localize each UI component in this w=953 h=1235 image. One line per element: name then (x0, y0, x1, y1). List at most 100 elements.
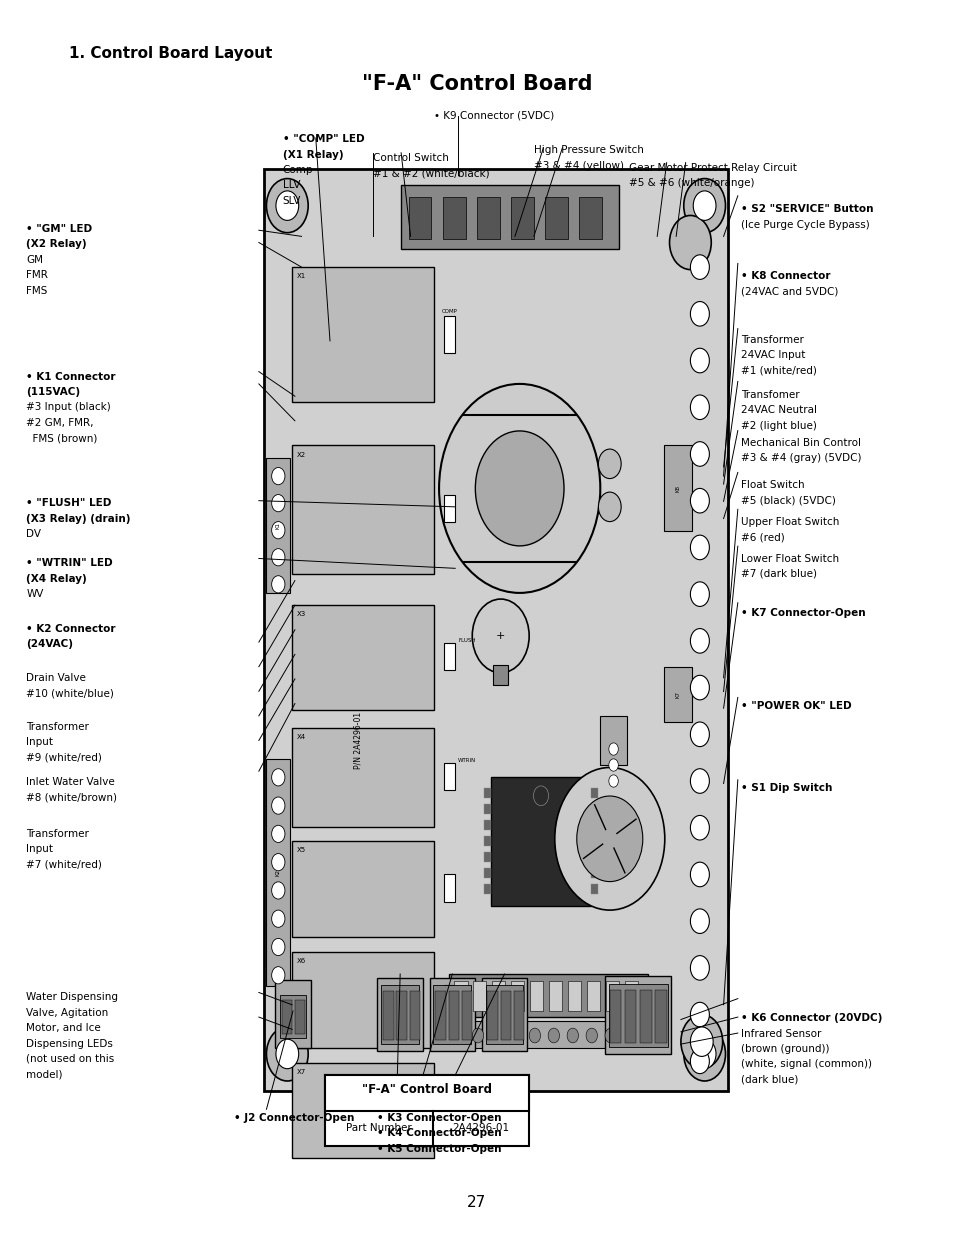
Bar (476, 198, 499, 238)
Bar (511, 198, 534, 238)
Text: #10 (white/blue): #10 (white/blue) (27, 688, 114, 698)
Text: Upper Float Switch: Upper Float Switch (740, 516, 838, 526)
Bar (530, 982, 543, 1011)
Text: • J2 Connector-Open: • J2 Connector-Open (233, 1113, 355, 1123)
Text: Transformer: Transformer (27, 722, 90, 732)
Text: Transformer: Transformer (27, 829, 90, 839)
Bar (274, 981, 311, 1047)
Circle shape (690, 1049, 709, 1073)
Circle shape (598, 450, 620, 479)
Bar (493, 666, 508, 685)
Bar (500, 992, 511, 1040)
Circle shape (548, 1028, 558, 1042)
Circle shape (272, 967, 285, 984)
Text: Control Switch: Control Switch (373, 153, 448, 163)
Circle shape (690, 722, 709, 747)
Circle shape (272, 825, 285, 842)
Bar (292, 952, 434, 1047)
Bar (624, 990, 636, 1042)
Bar (590, 836, 598, 846)
Text: • K7 Connector-Open: • K7 Connector-Open (740, 608, 864, 618)
Circle shape (690, 301, 709, 326)
Text: X3: X3 (296, 611, 306, 618)
Bar (443, 986, 455, 1013)
Bar (473, 982, 486, 1011)
Circle shape (272, 548, 285, 566)
Bar (639, 990, 651, 1042)
Text: 1. Control Board Layout: 1. Control Board Layout (70, 46, 273, 61)
Text: (24VAC): (24VAC) (27, 638, 73, 650)
Text: • K9 Connector (5VDC): • K9 Connector (5VDC) (434, 111, 554, 121)
Circle shape (690, 629, 709, 653)
Circle shape (690, 442, 709, 467)
Bar (567, 982, 580, 1011)
Text: X5: X5 (296, 847, 306, 853)
Bar (325, 1074, 529, 1146)
Circle shape (690, 815, 709, 840)
Bar (448, 974, 647, 1018)
Bar (481, 978, 527, 1051)
Bar (448, 992, 458, 1040)
Bar (483, 884, 491, 894)
Circle shape (472, 1028, 483, 1042)
Circle shape (585, 1028, 597, 1042)
Bar (590, 868, 598, 878)
Bar (511, 982, 524, 1011)
Circle shape (272, 797, 285, 814)
Circle shape (272, 576, 285, 593)
Bar (292, 841, 434, 937)
Bar (578, 198, 601, 238)
Text: Drain Valve: Drain Valve (27, 673, 87, 683)
Bar (443, 495, 455, 522)
Text: (X1 Relay): (X1 Relay) (282, 149, 343, 159)
Circle shape (690, 1003, 709, 1028)
Text: Comp: Comp (282, 165, 313, 175)
Circle shape (275, 191, 298, 220)
Bar (485, 986, 523, 1044)
Text: K1: K1 (275, 522, 280, 529)
Text: 27: 27 (467, 1195, 486, 1210)
Bar (263, 169, 727, 1091)
Circle shape (272, 768, 285, 785)
Text: K2: K2 (275, 869, 280, 876)
Bar (266, 758, 290, 987)
Circle shape (608, 743, 618, 755)
Circle shape (608, 758, 618, 771)
Bar (377, 978, 422, 1051)
Text: DV: DV (27, 529, 41, 538)
Text: Valve, Agitation: Valve, Agitation (27, 1008, 109, 1018)
Circle shape (272, 910, 285, 927)
Text: (dark blue): (dark blue) (740, 1074, 798, 1084)
Text: #9 (white/red): #9 (white/red) (27, 753, 102, 763)
Text: X7: X7 (296, 1068, 306, 1074)
Text: Dispensing LEDs: Dispensing LEDs (27, 1039, 113, 1049)
Text: GM: GM (27, 254, 44, 264)
Text: (X4 Relay): (X4 Relay) (27, 574, 87, 584)
Text: • "POWER OK" LED: • "POWER OK" LED (740, 701, 850, 711)
Bar (599, 716, 626, 764)
Text: High Pressure Switch: High Pressure Switch (534, 146, 643, 156)
Circle shape (475, 431, 563, 546)
Text: +: + (496, 631, 505, 641)
Text: Input: Input (27, 845, 53, 855)
Bar (609, 990, 620, 1042)
Bar (435, 992, 445, 1040)
Bar (491, 777, 590, 906)
Circle shape (272, 468, 285, 484)
Bar (461, 992, 472, 1040)
Bar (443, 874, 455, 902)
Circle shape (438, 384, 599, 593)
Text: #6 (red): #6 (red) (740, 532, 783, 542)
Text: X2: X2 (296, 452, 306, 457)
Bar (483, 836, 491, 846)
Circle shape (566, 1028, 578, 1042)
Text: Motor, and Ice: Motor, and Ice (27, 1024, 101, 1034)
Bar (483, 788, 491, 798)
Bar (266, 458, 290, 593)
Text: X4: X4 (296, 735, 306, 740)
Text: FLUSH: FLUSH (457, 637, 475, 642)
Text: 24VAC Neutral: 24VAC Neutral (740, 405, 816, 415)
Text: Water Dispensing: Water Dispensing (27, 993, 118, 1003)
Bar (292, 1062, 434, 1158)
Circle shape (690, 768, 709, 793)
